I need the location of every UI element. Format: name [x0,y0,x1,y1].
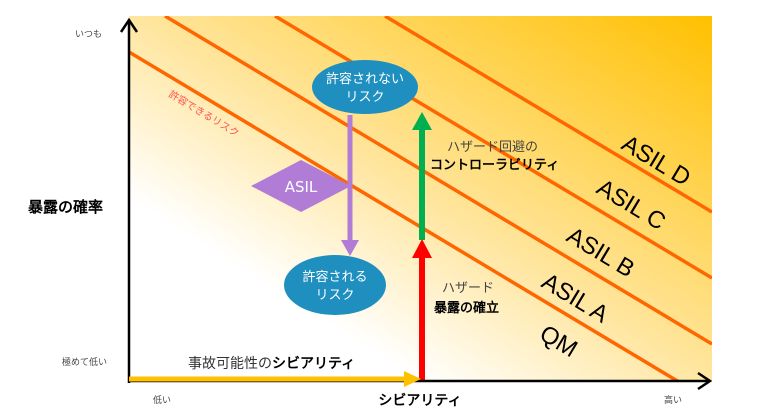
asil-diamond-label: ASIL [285,178,318,196]
x-axis-high-label: 高い [664,394,682,406]
zone-line-tolerable [129,50,681,381]
zone-line-c-d [384,16,712,214]
x-axis-label: シビアリティ [378,393,461,409]
asil-arrow-head [341,240,359,256]
tolerable-risk-line1: 許容される [302,269,367,285]
x-axis-low-label: 低い [153,394,171,406]
y-axis-low-label: 極めて低い [62,356,107,368]
tolerable-risk-line2: リスク [315,288,354,303]
y-axis-label: 暴露の確率 [28,198,103,216]
x-axis-arrow-head [697,371,713,391]
intolerable-risk-line1: 許容されない [326,71,404,87]
controllability-arrow-head [412,112,432,130]
exposure-label-1: ハザード [442,281,494,296]
controllability-label-2: コントローラビリティ [430,157,559,173]
intolerable-risk-line2: リスク [345,90,384,105]
severity-label-prefix: 事故可能性の [188,356,272,372]
zone-line-b-c [274,16,712,280]
zone-line-a-b [164,16,712,346]
y-axis-arrow-head [119,17,139,33]
exposure-label-2: 暴露の確立 [433,300,499,316]
controllability-label-1: ハザード回避の [447,140,538,155]
asil-diamond [251,160,351,212]
severity-arrow-head [404,371,421,387]
severity-label-bold: シビアリティ [272,356,355,372]
intolerable-risk-bubble [312,60,418,114]
y-axis-high-label: いつも [75,29,102,40]
exposure-arrow-head [412,239,432,258]
zone-lines [129,16,712,381]
tolerable-risk-bubble [284,255,386,315]
severity-label: 事故可能性のシビアリティ [188,356,355,372]
